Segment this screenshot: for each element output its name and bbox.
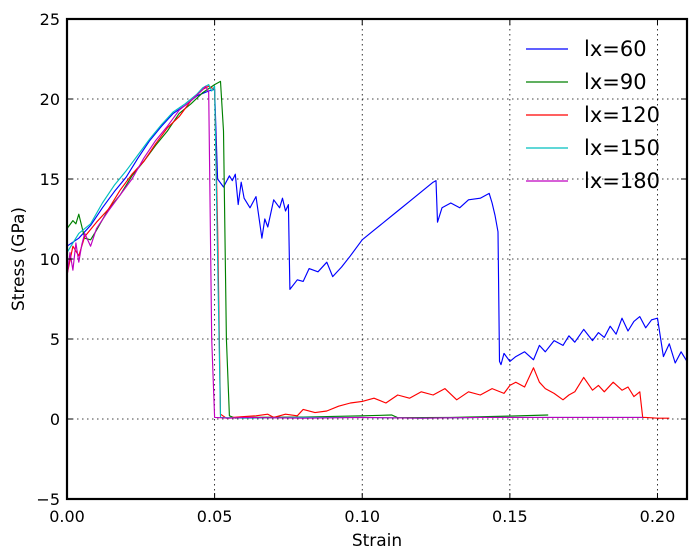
legend-label-lx-150: lx=150 <box>584 136 660 160</box>
y-tick-label: 15 <box>40 170 60 189</box>
x-tick-label: 0.20 <box>640 507 676 526</box>
legend-label-lx-180: lx=180 <box>584 169 660 193</box>
y-tick-label: 5 <box>50 330 60 349</box>
ticks <box>66 18 687 500</box>
series-line-lx-150 <box>66 84 643 419</box>
y-tick-label: 10 <box>40 250 60 269</box>
y-tick-label: −5 <box>36 490 60 509</box>
x-tick-label: 0.05 <box>197 507 233 526</box>
series-line-lx-120 <box>66 85 670 419</box>
legend-label-lx-90: lx=90 <box>584 70 647 94</box>
x-tick-label: 0.00 <box>49 507 85 526</box>
y-tick-label: 25 <box>40 10 60 29</box>
legend-label-lx-120: lx=120 <box>584 103 660 127</box>
series-line-lx-180 <box>66 85 643 419</box>
x-axis-label: Strain <box>352 531 402 551</box>
x-tick-label: 0.15 <box>492 507 528 526</box>
tick-labels: 0.00 0.05 0.10 0.15 0.20 −5 0 5 10 15 20 25 <box>36 10 675 526</box>
legend: lx=60 lx=90 lx=120 lx=150 lx=180 <box>526 37 660 193</box>
y-axis-label: Stress (GPa) <box>9 207 29 311</box>
series-layer <box>66 80 688 419</box>
series-line-lx-90 <box>66 80 549 419</box>
legend-label-lx-60: lx=60 <box>584 37 647 61</box>
y-tick-label: 0 <box>50 410 60 429</box>
series-line-lx-60 <box>66 88 688 366</box>
x-tick-label: 0.10 <box>344 507 380 526</box>
y-tick-label: 20 <box>40 90 60 109</box>
